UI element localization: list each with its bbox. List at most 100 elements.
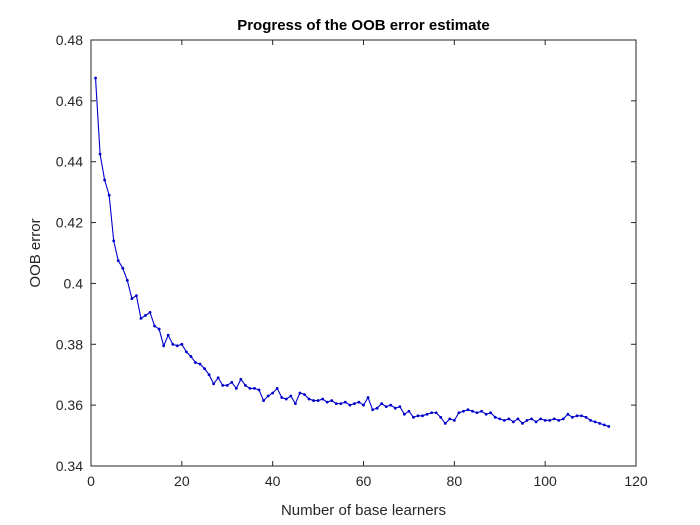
data-point	[607, 425, 611, 428]
data-point	[348, 403, 352, 407]
data-point	[457, 411, 461, 415]
data-point	[412, 415, 415, 419]
data-point	[480, 409, 483, 413]
data-point	[266, 394, 270, 398]
x-axis-ticks: 0 20 40 60 80 100 120	[87, 40, 648, 489]
data-point	[507, 417, 511, 421]
data-point	[384, 405, 388, 409]
data-point	[280, 396, 284, 399]
x-tick-label: 20	[174, 473, 190, 489]
data-point	[262, 399, 265, 402]
y-tick-label: 0.4	[64, 275, 84, 291]
y-tick-label: 0.48	[56, 32, 83, 48]
data-point	[293, 402, 297, 406]
data-point	[189, 355, 193, 358]
data-point	[516, 417, 520, 421]
data-point	[493, 415, 497, 419]
data-point	[362, 403, 365, 407]
data-point	[402, 412, 406, 416]
data-point	[98, 152, 102, 156]
y-tick-label: 0.38	[56, 336, 83, 352]
data-point	[380, 402, 384, 406]
data-point	[593, 420, 597, 424]
data-point	[253, 387, 256, 390]
data-point	[389, 403, 393, 407]
data-point	[552, 417, 556, 421]
data-point	[284, 397, 288, 401]
data-point	[484, 412, 488, 416]
data-point	[343, 400, 347, 404]
data-point	[148, 310, 152, 314]
data-point	[393, 406, 397, 410]
axes-box	[90, 39, 637, 467]
data-point	[112, 239, 116, 243]
data-point	[230, 380, 234, 384]
data-point	[530, 417, 533, 421]
data-point	[357, 400, 361, 404]
data-point	[584, 415, 588, 419]
data-point	[153, 324, 156, 328]
data-point	[539, 417, 543, 421]
data-point	[334, 402, 338, 406]
data-point	[162, 344, 166, 348]
data-point	[353, 402, 356, 406]
data-point	[511, 420, 515, 424]
data-point	[443, 422, 447, 425]
data-point	[561, 417, 565, 421]
data-point	[466, 408, 470, 412]
data-point	[325, 400, 329, 404]
data-point	[212, 382, 216, 386]
data-point	[216, 376, 220, 380]
data-point	[430, 411, 434, 415]
data-point	[157, 327, 161, 331]
x-tick-label: 100	[533, 473, 557, 489]
data-point	[271, 391, 275, 395]
data-point	[239, 377, 243, 381]
data-point	[244, 383, 247, 387]
x-axis-label: Number of base learners	[281, 502, 446, 519]
data-point	[248, 387, 252, 390]
data-point	[548, 418, 552, 422]
data-point	[498, 417, 502, 421]
data-point	[316, 399, 320, 402]
data-point	[166, 333, 170, 337]
data-point	[425, 412, 429, 416]
x-tick-label: 80	[447, 473, 463, 489]
data-point	[421, 414, 424, 418]
data-point	[602, 423, 606, 427]
y-axis-ticks: 0.34 0.36 0.38 0.4 0.42 0.44 0.46 0.48	[56, 32, 636, 474]
data-point	[135, 294, 138, 297]
data-point	[475, 411, 479, 415]
data-point	[489, 411, 493, 415]
data-point	[434, 411, 438, 415]
data-point	[575, 414, 579, 418]
data-point	[521, 422, 524, 425]
data-point	[366, 396, 370, 399]
data-point	[407, 409, 411, 413]
y-tick-label: 0.36	[56, 397, 83, 413]
data-point	[144, 313, 147, 317]
x-tick-label: 0	[87, 473, 95, 489]
data-point	[598, 422, 602, 425]
data-point	[543, 418, 547, 422]
data-point	[289, 394, 293, 398]
data-point	[312, 399, 315, 402]
data-point	[502, 418, 506, 422]
data-point	[589, 418, 592, 422]
data-point	[298, 391, 302, 395]
data-point	[321, 397, 325, 401]
x-tick-label: 120	[624, 473, 648, 489]
x-tick-label: 60	[356, 473, 372, 489]
data-point	[175, 344, 179, 348]
data-point	[203, 367, 206, 371]
data-point	[198, 362, 202, 366]
y-tick-label: 0.34	[56, 458, 83, 474]
data-point	[471, 409, 474, 413]
data-point	[103, 178, 107, 182]
oob-error-series-points	[94, 76, 611, 428]
data-point	[107, 193, 111, 197]
data-point	[180, 342, 184, 346]
data-point	[207, 373, 211, 377]
data-point	[557, 418, 561, 422]
